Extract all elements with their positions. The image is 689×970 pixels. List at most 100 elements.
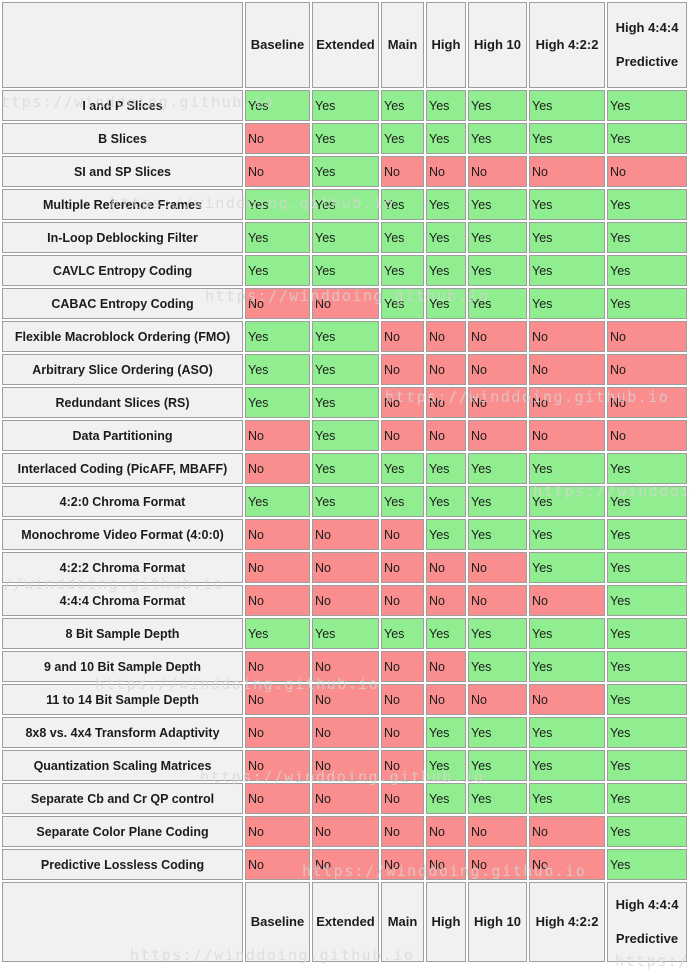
- value-cell: Yes: [468, 519, 527, 550]
- value-cell: Yes: [529, 519, 605, 550]
- column-header-high: High: [426, 882, 466, 962]
- value-cell: Yes: [312, 255, 379, 286]
- value-cell: No: [426, 684, 466, 715]
- value-cell: Yes: [607, 222, 687, 253]
- value-cell: Yes: [468, 453, 527, 484]
- value-cell: Yes: [529, 222, 605, 253]
- feature-row: I and P Slices Yes Yes Yes Yes Yes Yes Yes: [2, 90, 687, 121]
- value-cell: Yes: [312, 387, 379, 418]
- feature-label-si-and-sp-slices: SI and SP Slices: [2, 156, 243, 187]
- column-header-line: High 4:4:4: [615, 897, 679, 913]
- feature-row: Separate Cb and Cr QP control No No No Yes Ye…: [2, 783, 687, 814]
- column-header-high-10: High 10: [468, 882, 527, 962]
- bottom-left-corner-cell: [2, 882, 243, 962]
- value-cell: No: [381, 321, 424, 352]
- column-header-extended: Extended: [312, 2, 379, 88]
- feature-row: Multiple Reference Frames Yes Yes Yes Yes Yes…: [2, 189, 687, 220]
- feature-label-9-and-10-bit-sample-depth: 9 and 10 Bit Sample Depth: [2, 651, 243, 682]
- value-cell: No: [245, 750, 310, 781]
- value-cell: Yes: [607, 585, 687, 616]
- feature-row: 11 to 14 Bit Sample Depth No No No No No No Yes: [2, 684, 687, 715]
- value-cell: No: [245, 123, 310, 154]
- value-cell: No: [426, 816, 466, 847]
- value-cell: No: [245, 585, 310, 616]
- value-cell: No: [607, 387, 687, 418]
- value-cell: Yes: [607, 486, 687, 517]
- column-header-baseline: Baseline: [245, 2, 310, 88]
- value-cell: Yes: [529, 288, 605, 319]
- value-cell: Yes: [312, 222, 379, 253]
- value-cell: Yes: [245, 222, 310, 253]
- value-cell: No: [381, 816, 424, 847]
- value-cell: No: [381, 552, 424, 583]
- value-cell: Yes: [607, 453, 687, 484]
- value-cell: Yes: [426, 222, 466, 253]
- value-cell: No: [381, 651, 424, 682]
- value-cell: Yes: [426, 618, 466, 649]
- value-cell: No: [529, 420, 605, 451]
- feature-row: 4:4:4 Chroma Format No No No No No No Yes: [2, 585, 687, 616]
- value-cell: No: [312, 651, 379, 682]
- value-cell: Yes: [381, 90, 424, 121]
- value-cell: Yes: [312, 189, 379, 220]
- feature-label-monochrome-video-format-4-0-0: Monochrome Video Format (4:0:0): [2, 519, 243, 550]
- value-cell: Yes: [607, 288, 687, 319]
- feature-label-redundant-slices-rs: Redundant Slices (RS): [2, 387, 243, 418]
- value-cell: Yes: [529, 618, 605, 649]
- footer-row: Baseline Extended Main High High 10 High 4:2:…: [2, 882, 687, 962]
- feature-row: 4:2:0 Chroma Format Yes Yes Yes Yes Yes Yes Yes: [2, 486, 687, 517]
- value-cell: Yes: [426, 255, 466, 286]
- value-cell: Yes: [607, 519, 687, 550]
- value-cell: No: [245, 849, 310, 880]
- value-cell: Yes: [426, 519, 466, 550]
- feature-label-arbitrary-slice-ordering-aso: Arbitrary Slice Ordering (ASO): [2, 354, 243, 385]
- value-cell: Yes: [426, 783, 466, 814]
- value-cell: Yes: [607, 651, 687, 682]
- value-cell: No: [468, 387, 527, 418]
- value-cell: No: [245, 288, 310, 319]
- value-cell: No: [426, 420, 466, 451]
- value-cell: Yes: [607, 783, 687, 814]
- value-cell: Yes: [468, 750, 527, 781]
- value-cell: No: [312, 585, 379, 616]
- value-cell: No: [245, 420, 310, 451]
- value-cell: No: [312, 783, 379, 814]
- value-cell: Yes: [468, 255, 527, 286]
- value-cell: No: [245, 651, 310, 682]
- value-cell: No: [529, 321, 605, 352]
- value-cell: Yes: [468, 783, 527, 814]
- value-cell: No: [312, 717, 379, 748]
- value-cell: Yes: [245, 189, 310, 220]
- value-cell: No: [426, 849, 466, 880]
- value-cell: No: [245, 156, 310, 187]
- value-cell: Yes: [312, 420, 379, 451]
- feature-label-cavlc-entropy-coding: CAVLC Entropy Coding: [2, 255, 243, 286]
- value-cell: Yes: [381, 486, 424, 517]
- column-header-stack: High 4:4:4 Predictive: [609, 884, 685, 960]
- value-cell: Yes: [529, 255, 605, 286]
- feature-label-separate-color-plane-coding: Separate Color Plane Coding: [2, 816, 243, 847]
- value-cell: Yes: [312, 354, 379, 385]
- value-cell: Yes: [381, 255, 424, 286]
- value-cell: Yes: [312, 453, 379, 484]
- feature-row: Monochrome Video Format (4:0:0) No No No Yes…: [2, 519, 687, 550]
- value-cell: No: [529, 849, 605, 880]
- column-header-high: High: [426, 2, 466, 88]
- value-cell: Yes: [607, 717, 687, 748]
- value-cell: No: [607, 321, 687, 352]
- value-cell: No: [245, 684, 310, 715]
- value-cell: No: [426, 651, 466, 682]
- value-cell: Yes: [245, 387, 310, 418]
- value-cell: Yes: [607, 816, 687, 847]
- value-cell: No: [312, 288, 379, 319]
- value-cell: No: [245, 717, 310, 748]
- value-cell: No: [468, 585, 527, 616]
- feature-label-multiple-reference-frames: Multiple Reference Frames: [2, 189, 243, 220]
- value-cell: No: [381, 387, 424, 418]
- value-cell: No: [529, 354, 605, 385]
- value-cell: Yes: [468, 123, 527, 154]
- value-cell: Yes: [468, 189, 527, 220]
- value-cell: Yes: [426, 90, 466, 121]
